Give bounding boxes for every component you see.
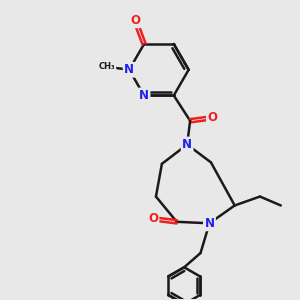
- Text: O: O: [207, 111, 218, 124]
- Text: CH₃: CH₃: [99, 62, 115, 71]
- Text: N: N: [182, 138, 192, 151]
- Text: N: N: [139, 89, 149, 102]
- Text: N: N: [124, 63, 134, 76]
- Text: O: O: [148, 212, 158, 225]
- Text: O: O: [130, 14, 140, 27]
- Text: N: N: [204, 217, 214, 230]
